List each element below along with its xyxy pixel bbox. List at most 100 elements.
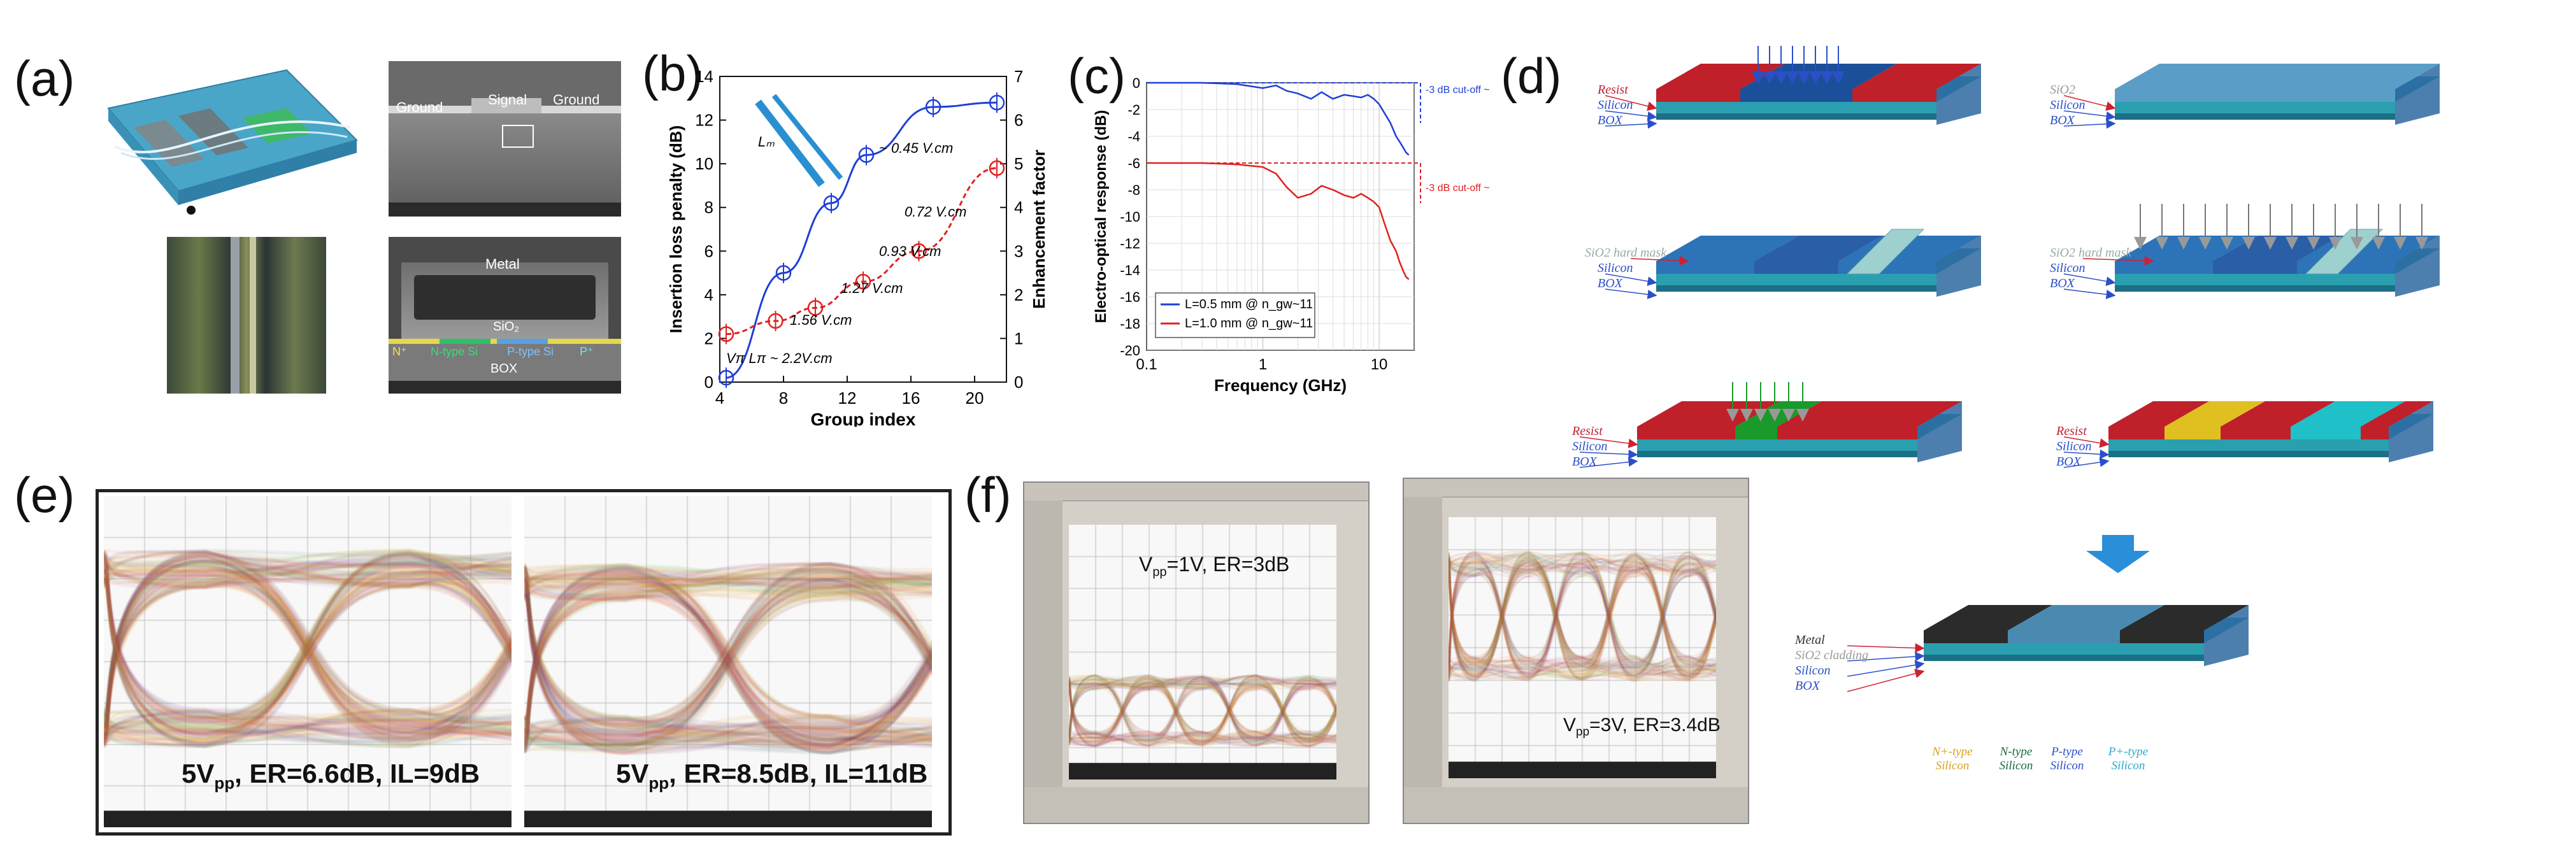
d-label-box-7: BOX [1795,679,1820,693]
series-line [1147,82,1410,156]
sem-label-sio2: SiO₂ [493,320,520,334]
y-tick-label: -16 [1120,289,1140,305]
y-axis-label: Insertion loss penalty (dB) [666,125,685,334]
sem-label-ground-right: Ground [553,92,600,108]
series-line [1147,162,1410,280]
y2-tick-label: 6 [1014,111,1023,130]
step6-segment-top [2108,401,2209,427]
d-label-silicon-3: Silicon [1598,261,1633,275]
step7-segment-front [2120,630,2204,643]
step2-segment-top [2115,64,2440,89]
step4-segment-front [2115,261,2213,274]
y-tick-label: 4 [705,285,713,304]
y2-tick-label: 4 [1014,198,1023,217]
legend-label: L=0.5 mm @ n_gw~11 [1185,297,1313,311]
step4-box [2115,274,2395,285]
step6-segment-front [2221,427,2291,439]
step5-segment-front [1637,427,1735,439]
step5-segment-top [1777,401,1962,427]
step2-box [2115,102,2395,113]
label-pointer [2063,436,2110,448]
step1-segment-front [1740,89,1852,102]
panel-label-f: (f) [964,467,1012,523]
step3-segment-top [1656,236,1799,261]
step7-segment-top [1924,605,2052,630]
y-tick-label: 10 [695,154,713,173]
y2-tick-label: 1 [1014,329,1023,348]
panel-label-b: (b) [642,45,703,101]
d-doping-ntype: N-type Silicon [1999,745,2033,772]
sem-image-bottom: Metal SiO₂ N⁺ N-type Si P-type Si P⁺ BOX [389,237,621,394]
step4-side [2395,236,2440,297]
step6-segment-front [2165,427,2221,439]
label-pointer [2063,288,2116,299]
plot-frame [719,76,1007,383]
d-doping-pplus: P+-type Silicon [2108,745,2149,772]
y-tick-label: 0 [1133,75,1140,91]
sem-label-ptype: P-type Si [507,345,554,358]
label-pointer [1605,288,1657,299]
device-schematic [107,69,358,215]
y-tick-label: -10 [1120,209,1140,225]
panel-f-scope-left: Vpp=1V, ER=3dB [1023,481,1370,824]
label-pointer [2063,449,2110,459]
d-label-box-4: BOX [2050,276,2075,290]
label-pointer [2082,256,2154,266]
d-doping-ptype: P-type Silicon [2050,745,2084,772]
d-label-silicon-6: Silicon [2056,439,2092,453]
chart-annotation: 0.93 V.cm [879,243,941,259]
step7-segment-top [2008,605,2165,630]
eye-diagram-e-right [524,496,932,827]
chart-annotation: Lₘ [758,134,775,150]
x-tick-label: 1 [1259,356,1267,373]
eye-caption-e-right: 5Vpp, ER=8.5dB, IL=11dB [616,758,928,793]
step5-side [1917,401,1962,462]
label-pointer [2063,95,2116,111]
sem-label-pplus: P⁺ [580,345,594,358]
d-label-metal-7: Metal [1795,633,1825,647]
step5-segment-front [1777,427,1917,439]
step1-segment-front [1852,89,1936,102]
panel-label-d: (d) [1501,48,1562,104]
y-tick-label: -18 [1120,316,1140,332]
y-tick-label: 8 [705,198,713,217]
eye-caption-f-left: Vpp=1V, ER=3dB [1139,553,1290,580]
sem-label-metal: Metal [485,256,520,272]
eye-diagram-e-left [104,496,512,827]
step1-segment-top [1656,64,1785,89]
d-label-sio2-2: SiO2 [2050,83,2075,97]
step6-segment-top [2165,401,2265,427]
d-label-silicon-2: Silicon [2050,98,2086,112]
y2-tick-label: 7 [1014,67,1023,86]
y2-axis-label: Enhancement factor [1029,150,1048,309]
chart-annotation: Vπ Lπ ~ 2.2V.cm [726,350,833,366]
x-tick-label: 16 [902,388,920,408]
legend-box [1155,292,1315,338]
step5-segment-front [1735,427,1777,439]
step6-segment-top [2361,401,2433,427]
eye-caption-e-left: 5Vpp, ER=6.6dB, IL=9dB [182,758,480,793]
d-label-resist-6: Resist [2056,424,2087,438]
x-tick-label: 12 [838,388,857,408]
d-label-box-2: BOX [2050,113,2075,127]
step6-box [2108,439,2389,451]
step3-segment-front [1754,261,1838,274]
d-label-silicon-1: Silicon [1598,98,1633,112]
step7-segment-front [1924,630,2008,643]
step6-substrate [2108,451,2389,457]
step7-side [2204,605,2249,666]
step1-substrate [1656,113,1936,120]
panel-label-c: (c) [1068,48,1126,104]
sem-label-ground-left: Ground [396,99,443,115]
y-tick-label: 12 [695,111,713,130]
label-pointer [2063,457,2110,468]
y-tick-label: 14 [695,67,713,86]
chart-c: 0 -2 -4 -6 -8 -10 -12 -14 -16 -18 -200.1 1 10 Frequen… [1092,75,1491,395]
step7-substrate [1924,655,2204,661]
step3-segment-top [1754,236,1883,261]
chart-annotation: 0.72 V.cm [905,204,966,220]
step2-segment-front [2115,89,2395,102]
d-label-silicon-5: Silicon [1572,439,1608,453]
label-pointer [1605,119,1657,129]
eye-diagram-f-right [1449,517,1716,778]
